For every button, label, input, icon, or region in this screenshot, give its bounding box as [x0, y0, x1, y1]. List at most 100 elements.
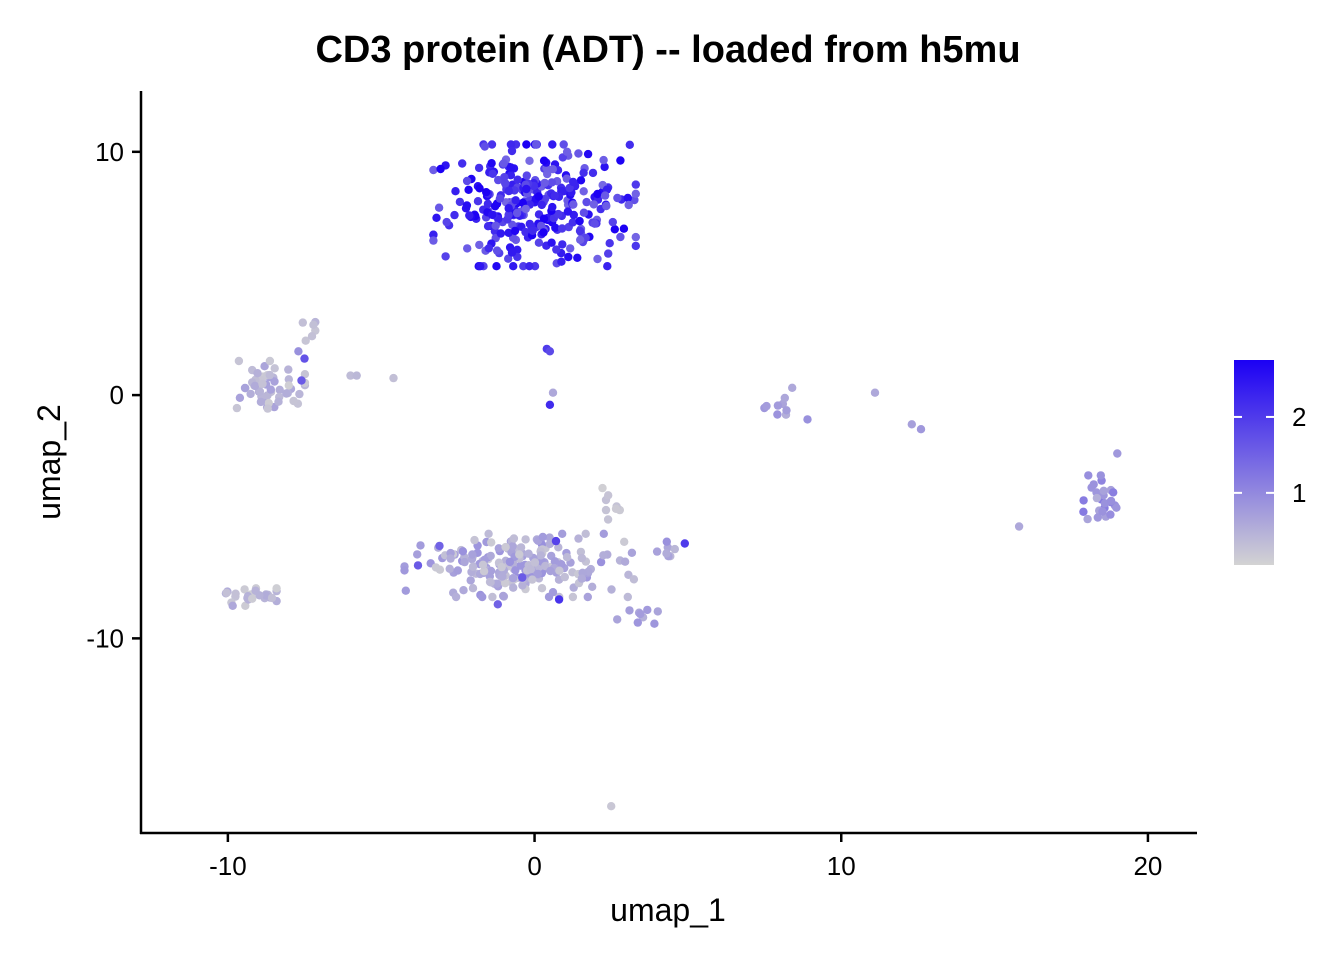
chart-title: CD3 protein (ADT) -- loaded from h5mu	[315, 29, 1020, 71]
cell-point	[545, 533, 554, 542]
cell-point	[510, 226, 520, 236]
cell-point	[680, 539, 689, 548]
cell-point	[1096, 471, 1106, 480]
cell-point	[653, 607, 662, 616]
cell-point	[551, 536, 561, 546]
cell-point	[537, 584, 547, 593]
cell-point	[499, 159, 508, 168]
cell-point	[505, 557, 515, 567]
cell-point	[453, 566, 462, 575]
cell-point	[506, 163, 516, 172]
cell-point	[1106, 496, 1116, 506]
cell-point	[582, 197, 591, 207]
cell-point	[559, 140, 568, 149]
cell-point	[652, 547, 662, 556]
cell-point	[603, 262, 612, 271]
cell-point	[576, 176, 586, 185]
cell-point	[500, 579, 510, 588]
cell-point	[284, 365, 293, 374]
cell-point	[241, 601, 250, 610]
cell-point	[497, 562, 506, 572]
cell-point	[492, 246, 502, 255]
cell-point	[455, 197, 465, 207]
cell-point	[509, 262, 518, 271]
cell-point	[429, 230, 438, 239]
cell-point	[474, 163, 484, 173]
cell-point	[1084, 471, 1093, 480]
cell-point	[643, 605, 652, 615]
cell-point	[512, 208, 522, 218]
cell-point	[579, 168, 588, 177]
cell-point	[466, 576, 475, 585]
cell-point	[509, 583, 518, 592]
cell-point	[468, 584, 478, 593]
cell-point	[265, 370, 274, 380]
cell-point	[616, 156, 625, 165]
cell-point	[623, 592, 632, 602]
cell-point	[301, 336, 310, 345]
cell-point	[265, 356, 275, 366]
cell-point	[600, 191, 610, 200]
cell-point	[525, 156, 534, 165]
cell-point	[479, 567, 489, 576]
cell-point	[613, 193, 622, 203]
cell-point	[488, 169, 497, 178]
cell-point	[413, 561, 423, 570]
cell-point	[602, 201, 611, 211]
cell-point	[307, 332, 317, 341]
cell-point	[492, 262, 501, 271]
cell-point	[780, 393, 789, 403]
cell-point	[289, 396, 298, 406]
cell-point	[605, 239, 614, 248]
cell-point	[650, 619, 659, 628]
cell-point	[400, 566, 409, 575]
cell-point	[451, 187, 460, 196]
cell-point	[263, 404, 272, 413]
cell-point	[522, 171, 531, 180]
cell-point	[389, 373, 398, 383]
cell-point	[1113, 449, 1122, 458]
cell-point	[432, 213, 441, 222]
cell-point	[488, 592, 497, 602]
cell-point	[442, 217, 451, 227]
cell-point	[435, 541, 444, 551]
cell-point	[504, 254, 513, 263]
cell-point	[607, 802, 616, 811]
cell-point	[478, 560, 488, 569]
cell-point	[623, 193, 632, 203]
x-ticks: -10 0 10 20	[209, 833, 1162, 881]
cell-point	[496, 229, 505, 238]
cell-point	[607, 585, 616, 594]
cell-point	[601, 505, 611, 515]
cell-point	[662, 549, 671, 558]
cell-point	[458, 159, 467, 168]
cell-point	[548, 588, 558, 597]
cell-point	[352, 371, 361, 380]
cell-point	[539, 228, 548, 237]
cell-point	[266, 385, 275, 394]
cell-point	[1099, 486, 1108, 495]
cell-point	[260, 362, 269, 371]
cell-point	[593, 189, 602, 199]
cell-point	[545, 347, 555, 356]
cell-point	[429, 165, 438, 175]
cell-point	[568, 218, 577, 227]
cell-point	[593, 254, 602, 264]
cell-point	[525, 262, 534, 271]
cell-point	[222, 588, 231, 598]
cell-point	[539, 156, 549, 165]
cell-point	[604, 491, 613, 500]
cell-point	[627, 548, 637, 557]
cell-point	[483, 199, 493, 208]
cell-point	[506, 171, 516, 180]
cell-point	[557, 257, 566, 266]
cell-point	[255, 387, 265, 396]
cell-point	[436, 164, 445, 174]
cell-point	[533, 569, 543, 579]
cell-point	[563, 207, 573, 216]
cell-point	[248, 594, 257, 603]
cell-point	[475, 240, 484, 250]
cell-point	[300, 370, 310, 379]
cell-point	[250, 381, 260, 391]
cell-point	[521, 227, 530, 237]
